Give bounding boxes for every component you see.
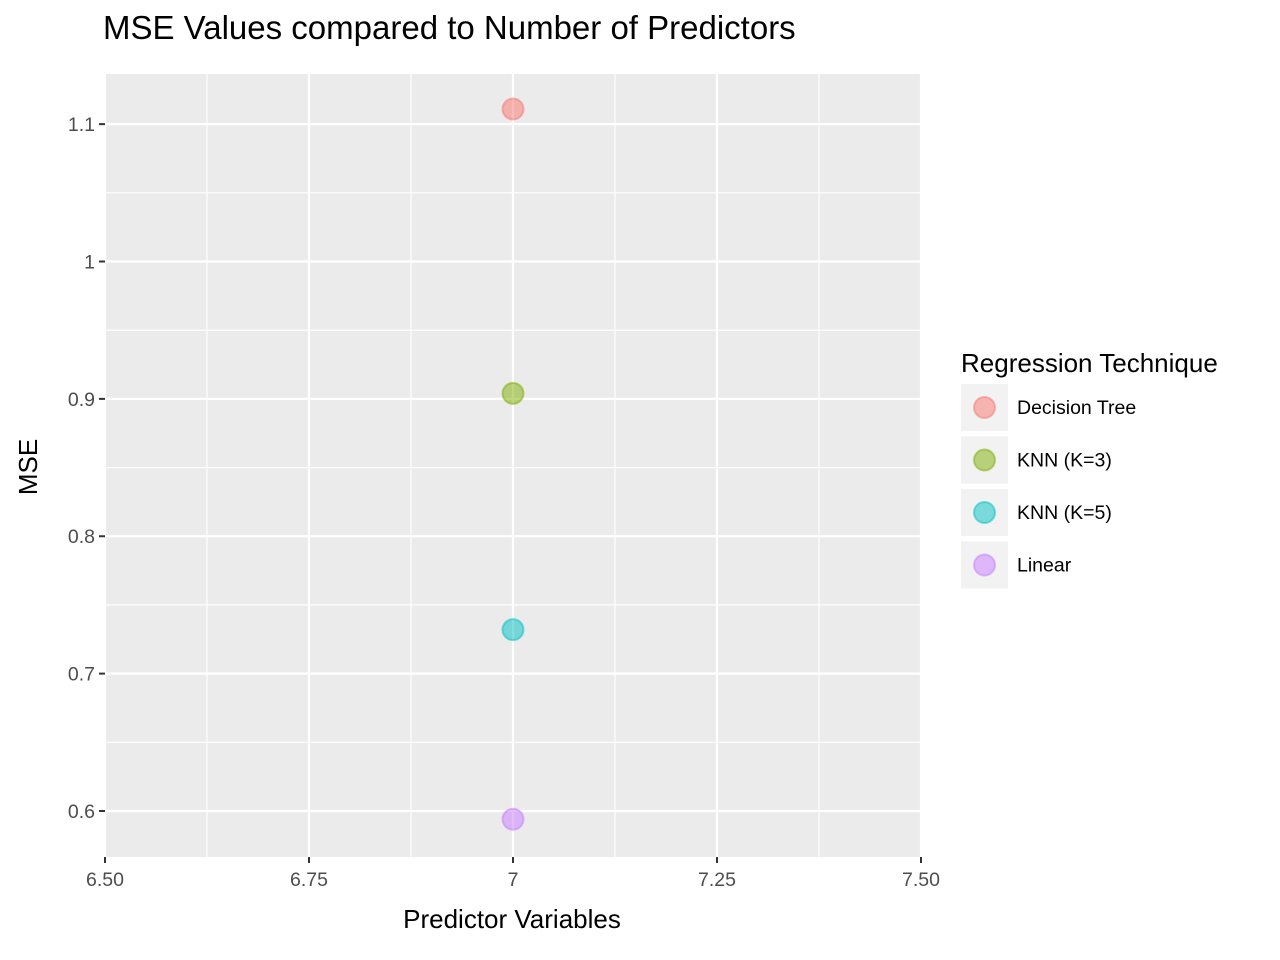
data-point (501, 97, 525, 121)
x-tick-label: 7 (508, 869, 519, 891)
legend-items: Decision Tree KNN (K=3) KNN (K=5) Linear (961, 384, 1136, 589)
legend-swatch (973, 553, 996, 577)
legend: Regression Technique Decision Tree KNN (K… (961, 348, 1218, 589)
x-axis: 6.50 6.75 7 7.25 7.50 (86, 857, 940, 891)
y-tick-label: 0.8 (68, 526, 95, 548)
legend-item: Linear (961, 541, 1072, 589)
legend-label: Decision Tree (1017, 397, 1136, 419)
x-tick-label: 7.50 (902, 869, 940, 891)
chart-title: MSE Values compared to Number of Predict… (103, 9, 796, 46)
legend-item: Decision Tree (961, 384, 1136, 431)
x-axis-title: Predictor Variables (403, 904, 621, 934)
y-tick-label: 0.7 (68, 664, 95, 686)
legend-item: KNN (K=5) (961, 489, 1112, 536)
x-tick-label: 7.25 (698, 869, 736, 891)
y-tick-label: 1 (84, 252, 95, 274)
legend-label: KNN (K=5) (1017, 502, 1112, 524)
y-tick-label: 1.1 (68, 114, 95, 136)
data-point (501, 381, 525, 405)
y-axis-title: MSE (13, 439, 43, 495)
data-points (501, 97, 525, 831)
legend-title: Regression Technique (961, 348, 1218, 378)
legend-swatch (973, 448, 996, 472)
x-tick-label: 6.50 (86, 869, 124, 891)
x-tick-label: 6.75 (290, 869, 328, 891)
legend-swatch (973, 396, 996, 419)
legend-label: Linear (1017, 555, 1072, 577)
legend-label: KNN (K=3) (1017, 450, 1112, 472)
legend-item: KNN (K=3) (961, 436, 1112, 484)
y-tick-label: 0.6 (68, 801, 95, 823)
y-tick-label: 0.9 (68, 389, 95, 411)
data-point (501, 618, 525, 642)
y-axis: 0.6 0.7 0.8 0.9 1 1.1 (68, 114, 105, 823)
legend-swatch (973, 501, 996, 524)
data-point (501, 807, 525, 831)
